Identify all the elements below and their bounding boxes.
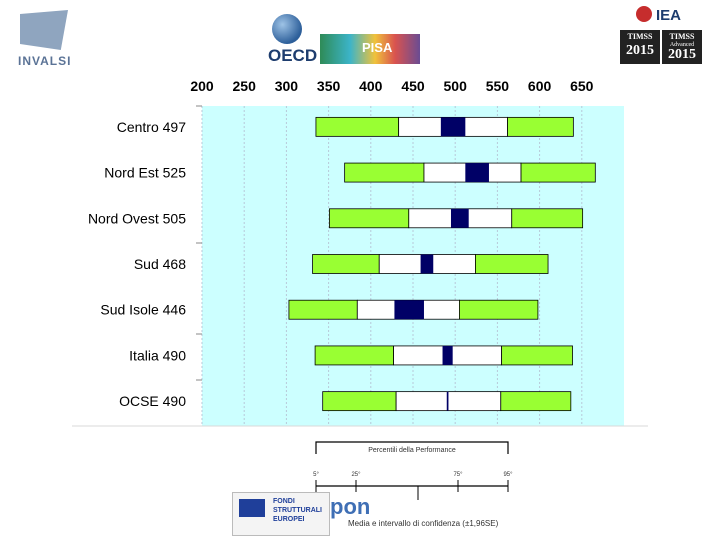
pon-logo: pon (330, 494, 371, 519)
box-row: Sud 468 (134, 254, 549, 274)
percentile-5-25-bar (322, 391, 397, 412)
box-row: Nord Ovest 505 (88, 208, 584, 229)
row-label: Centro 497 (117, 119, 186, 135)
pisa-logo-text: PISA (362, 40, 393, 55)
legend-p95-label: 95° (503, 472, 513, 478)
legend-p5-label: 5° (313, 472, 319, 478)
confidence-interval-bar (465, 163, 489, 183)
legend-bracket (315, 441, 509, 454)
x-tick-label: 350 (317, 78, 341, 94)
legend-caption: Media e intervallo di confidenza (±1,96S… (348, 519, 499, 528)
percentile-75-95-bar (475, 254, 549, 274)
timss-advanced-logo-year: 2015 (668, 47, 696, 62)
pisa-logo: PISA (320, 34, 420, 64)
confidence-interval-bar (450, 208, 469, 228)
percentile-5-25-bar (312, 254, 380, 274)
percentile-75-95-bar (501, 345, 573, 366)
timss-logo: TIMSS 2015 (620, 30, 660, 64)
percentile-5-25-bar (329, 208, 410, 229)
x-tick-label: 650 (570, 78, 594, 94)
x-tick-label: 550 (486, 78, 510, 94)
confidence-interval-bar (446, 391, 449, 411)
box-row: Sud Isole 446 (100, 299, 539, 320)
invalsi-logo-shape (20, 10, 68, 50)
timss-advanced-logo-sub: Advanced (669, 42, 695, 48)
eu-flag-icon (239, 499, 265, 517)
box-row: Centro 497 (117, 116, 574, 137)
box-row: Nord Est 525 (104, 162, 596, 183)
timss-advanced-logo-label: TIMSS (669, 32, 695, 41)
percentile-5-25-bar (288, 299, 358, 320)
confidence-interval-bar (440, 117, 466, 137)
iea-logo: IEA (636, 6, 681, 24)
invalsi-logo-text: INVALSI (18, 54, 72, 68)
confidence-interval-bar (420, 254, 434, 274)
percentile-5-25-bar (344, 162, 425, 183)
legend-p25-label: 25° (351, 472, 361, 478)
confidence-interval-bar (442, 345, 453, 365)
percentile-75-95-bar (500, 391, 572, 412)
globe-icon (272, 14, 302, 44)
x-tick-label: 200 (190, 78, 214, 94)
timss-logo-year: 2015 (626, 43, 654, 58)
row-label: Nord Ovest 505 (88, 210, 186, 226)
row-label: Nord Est 525 (104, 165, 186, 181)
percentile-75-95-bar (507, 116, 574, 137)
x-tick-label: 450 (401, 78, 425, 94)
eu-funds-logo: FONDI STRUTTURALI EUROPEI (232, 492, 330, 536)
x-tick-label: 300 (275, 78, 299, 94)
legend-p75-label: 75° (453, 472, 463, 478)
timss-logo-label: TIMSS (627, 32, 653, 41)
iea-logo-text: IEA (656, 7, 682, 24)
oecd-logo: OECD (268, 14, 332, 66)
eu-funds-logo-text: FONDI STRUTTURALI EUROPEI (273, 498, 322, 523)
box-row: OCSE 490 (119, 391, 572, 412)
confidence-interval-bar (394, 300, 424, 320)
box-row: Italia 490 (129, 345, 573, 366)
x-tick-label: 500 (444, 78, 468, 94)
percentile-75-95-bar (511, 208, 584, 229)
percentile-75-95-bar (520, 162, 596, 183)
row-label: OCSE 490 (119, 393, 186, 409)
percentile-5-25-bar (314, 345, 394, 366)
invalsi-logo: INVALSI (18, 10, 70, 68)
x-tick-label: 600 (528, 78, 552, 94)
oecd-logo-text: OECD (268, 46, 318, 65)
row-label: Sud 468 (134, 256, 186, 272)
timss-advanced-logo: TIMSS Advanced 2015 (662, 30, 702, 64)
percentile-75-95-bar (459, 299, 539, 320)
row-label: Italia 490 (129, 347, 186, 363)
x-tick-label: 250 (233, 78, 257, 94)
x-tick-label: 400 (359, 78, 383, 94)
iea-mark-icon (636, 6, 652, 22)
legend-title: Percentili della Performance (368, 447, 456, 454)
row-label: Sud Isole 446 (100, 302, 186, 318)
legend: Percentili della Performance 5° 25° 75° 95° M… (313, 441, 513, 528)
percentile-5-25-bar (315, 116, 400, 137)
